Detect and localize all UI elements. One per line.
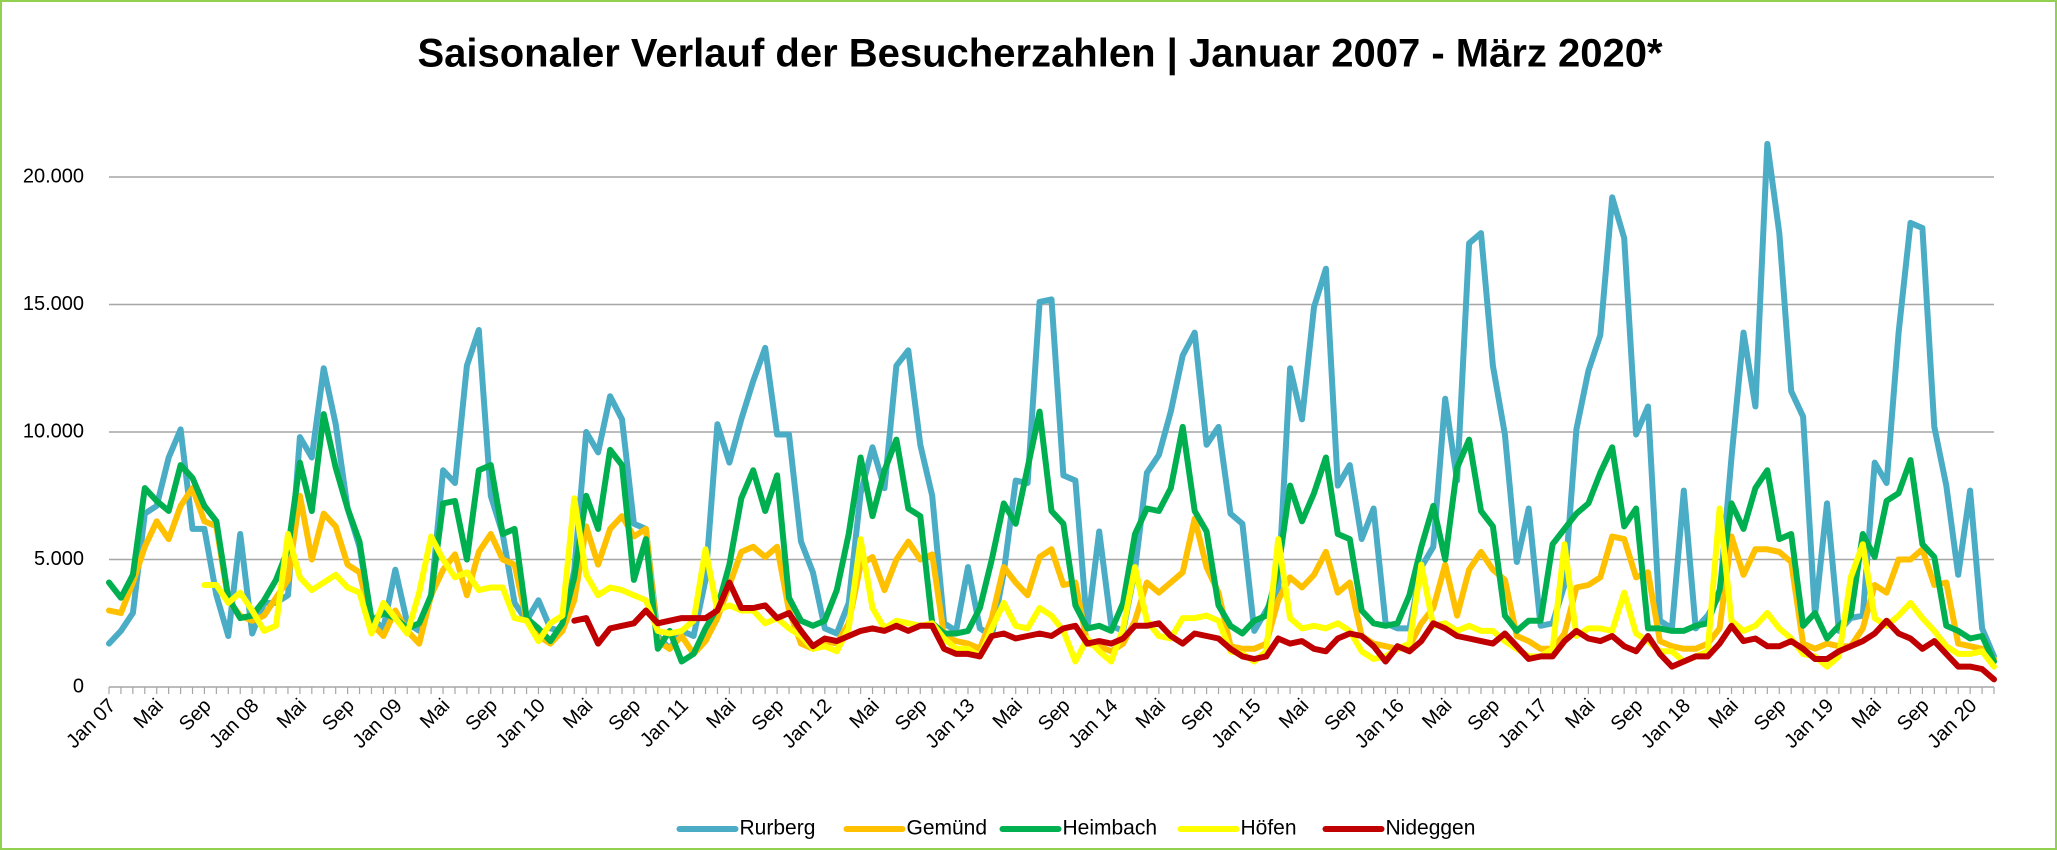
y-tick-label: 0: [73, 675, 84, 697]
series-line: [106, 408, 1997, 665]
y-tick-label: 5.000: [34, 548, 84, 570]
y-tick-label: 15.000: [23, 293, 84, 315]
legend-label: Heimbach: [1063, 817, 1158, 840]
legend-label: Gemünd: [907, 817, 988, 840]
chart-title: Saisonaler Verlauf der Besucherzahlen | …: [417, 32, 1663, 76]
legend-label: Rurberg: [740, 817, 816, 840]
y-tick-label: 20.000: [23, 165, 84, 187]
series-line: [571, 579, 1997, 683]
legend-label: Nideggen: [1386, 817, 1476, 840]
legend-label: Höfen: [1241, 817, 1297, 840]
series-line: [106, 485, 1997, 662]
y-tick-label: 10.000: [23, 420, 84, 442]
